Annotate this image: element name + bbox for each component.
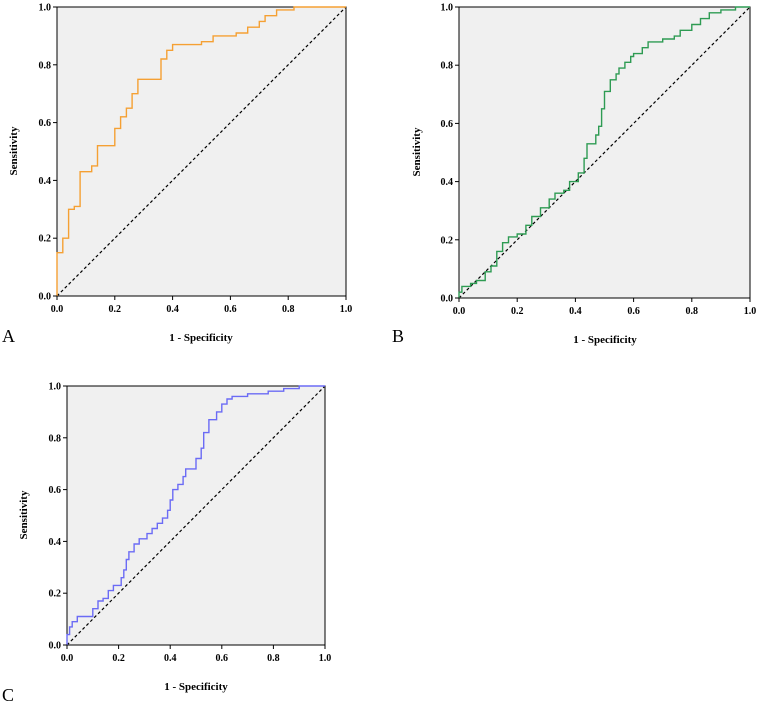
y-tick-label: 0.6	[441, 119, 454, 130]
reference-diagonal-c	[66, 385, 326, 646]
y-tick-label: 1.0	[441, 3, 454, 14]
x-tick-label: 0.4	[164, 653, 177, 664]
y-tick-label: 0.2	[441, 235, 454, 246]
y-tick-label: 0.4	[39, 176, 52, 187]
x-tick-label: 0.0	[453, 306, 466, 317]
x-tick-label: 0.2	[112, 653, 125, 664]
y-tick-label: 0.8	[39, 60, 52, 71]
y-tick-label: 0.2	[49, 589, 62, 600]
x-tick-label: 0.8	[686, 306, 699, 317]
x-axis-label-c: 1 - Specificity	[164, 681, 228, 693]
panel-c: 0.0 0.2 0.4 0.6 0.8 1.0 0.0 0.2 0.4 0.6 0.8 1.0 1 -…	[2, 382, 331, 706]
x-tick-label: 0.6	[224, 304, 237, 315]
x-tick-label: 1.0	[744, 306, 757, 317]
x-tick-label: 0.8	[267, 653, 280, 664]
x-tick-label: 0.0	[61, 653, 74, 664]
x-tick-label: 0.8	[282, 304, 295, 315]
reference-diagonal-b	[458, 6, 751, 299]
roc-curve-a	[56, 6, 346, 296]
panel-label-a: A	[2, 326, 15, 346]
x-axis-label-a: 1 - Specificity	[169, 332, 233, 344]
y-tick-label: 1.0	[49, 382, 62, 393]
x-tick-label: 0.0	[51, 304, 64, 315]
y-tick-label: 0.4	[441, 177, 454, 188]
x-tick-label: 0.6	[627, 306, 640, 317]
x-tick-label: 0.4	[166, 304, 179, 315]
roc-curve-b	[458, 6, 750, 298]
y-axis-label-c: Sensitivity	[18, 490, 30, 539]
reference-diagonal-a	[56, 6, 347, 297]
y-tick-label: 0.6	[39, 118, 52, 129]
panel-label-b: B	[392, 326, 404, 346]
y-tick-label: 0.0	[39, 292, 52, 303]
y-tick-label: 0.0	[49, 641, 62, 652]
x-tick-label: 0.6	[216, 653, 229, 664]
y-tick-label: 0.6	[49, 485, 62, 496]
x-axis-label-b: 1 - Specificity	[573, 334, 637, 346]
panel-a: 0.0 0.2 0.4 0.6 0.8 1.0 0.0 0.2 0.4 0.6 0.8 1.0 1 -…	[2, 3, 352, 347]
panel-label-c: C	[2, 685, 14, 705]
y-tick-label: 0.8	[49, 433, 62, 444]
y-tick-label: 1.0	[39, 3, 52, 14]
x-tick-label: 1.0	[319, 653, 332, 664]
x-tick-label: 0.4	[569, 306, 582, 317]
y-tick-label: 0.2	[39, 234, 52, 245]
y-tick-label: 0.0	[441, 294, 454, 305]
x-tick-label: 1.0	[340, 304, 353, 315]
y-axis-label-a: Sensitivity	[8, 126, 20, 175]
y-tick-label: 0.4	[49, 537, 62, 548]
x-tick-label: 0.2	[109, 304, 122, 315]
y-tick-label: 0.8	[441, 61, 454, 72]
roc-curve-c	[66, 385, 325, 645]
x-tick-label: 0.2	[511, 306, 524, 317]
panel-b: 0.0 0.2 0.4 0.6 0.8 1.0 0.0 0.2 0.4 0.6 0.8 1.0 1 -…	[392, 3, 756, 347]
y-axis-label-b: Sensitivity	[411, 127, 423, 176]
